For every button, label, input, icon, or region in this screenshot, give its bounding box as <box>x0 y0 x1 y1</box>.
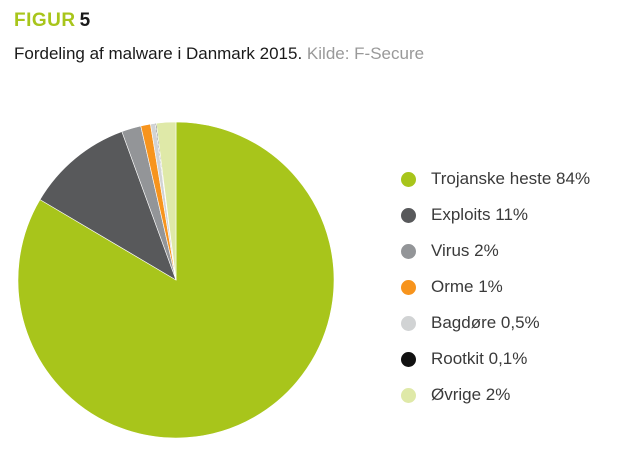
legend-label: Trojanske heste 84% <box>431 169 591 188</box>
figure-label-text: FIGUR <box>14 10 76 31</box>
legend-swatch <box>401 171 416 187</box>
legend-label: Virus 2% <box>431 241 499 260</box>
legend-item: Virus 2% <box>401 233 590 269</box>
pie-slice-exploits <box>39 131 177 281</box>
legend-item: Trojanske heste 84% <box>401 161 590 197</box>
legend-item: Øvrige 2% <box>401 377 590 413</box>
chart-source: Kilde: F-Secure <box>306 44 425 63</box>
legend-label: Øvrige 2% <box>431 385 511 404</box>
pie-slice-øvrige <box>155 121 177 281</box>
legend-item: Bagdøre 0,5% <box>401 305 590 341</box>
legend-item: Rootkit 0,1% <box>401 341 590 377</box>
figure-number: 5 <box>79 10 91 31</box>
legend-item: Exploits 11% <box>401 197 590 233</box>
chart-legend: Trojanske heste 84% Exploits 11% Virus 2… <box>401 161 590 413</box>
legend-swatch <box>401 279 416 295</box>
legend-label: Exploits 11% <box>431 205 529 224</box>
figure-label: FIGUR 5 <box>14 10 91 32</box>
legend-swatch <box>401 243 416 259</box>
legend-item: Orme 1% <box>401 269 590 305</box>
legend-swatch <box>401 207 416 223</box>
legend-label: Orme 1% <box>431 277 503 296</box>
chart-subtitle: Fordeling af malware i Danmark 2015. Kil… <box>14 44 424 64</box>
legend-label: Bagdøre 0,5% <box>431 313 540 332</box>
legend-swatch <box>401 351 416 367</box>
chart-title: Fordeling af malware i Danmark 2015. <box>14 44 303 63</box>
legend-swatch <box>401 387 416 403</box>
legend-swatch <box>401 315 416 331</box>
legend-label: Rootkit 0,1% <box>431 349 528 368</box>
pie-chart <box>17 121 335 439</box>
